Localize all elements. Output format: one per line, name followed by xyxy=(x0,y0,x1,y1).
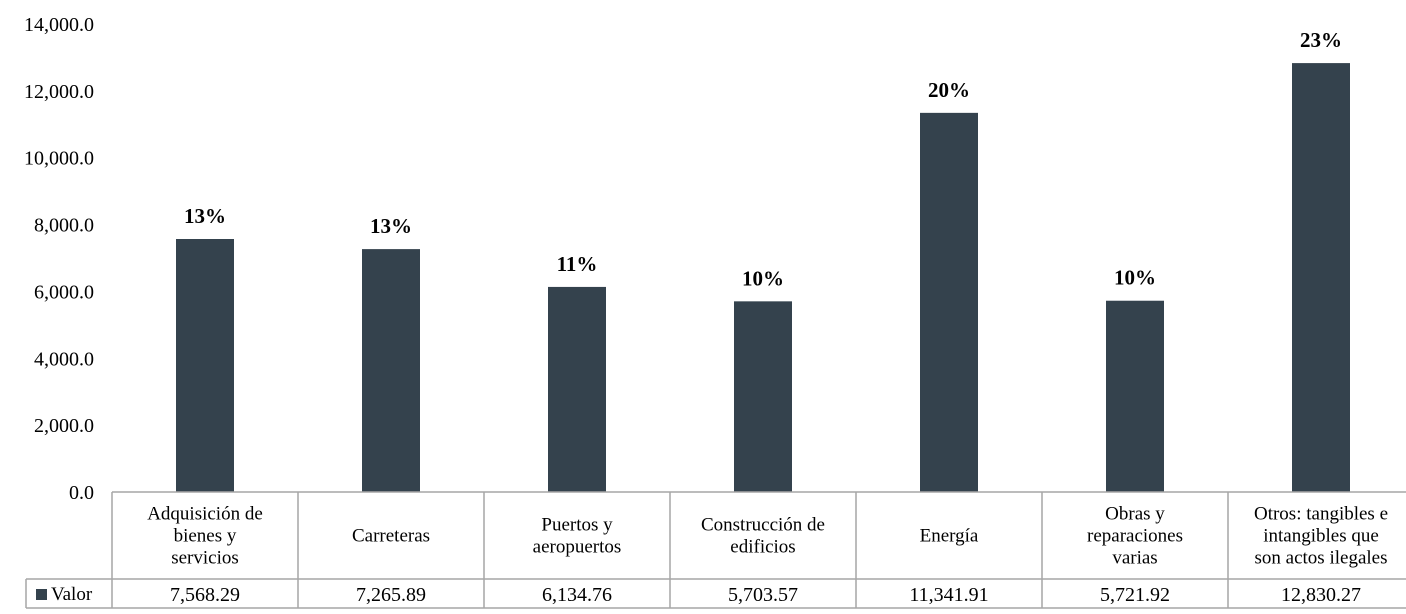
y-tick-label: 6,000.0 xyxy=(34,281,94,303)
category-label: Adquisición de xyxy=(147,504,263,525)
bar-percentage-label: 20% xyxy=(928,78,970,102)
bar xyxy=(176,239,234,492)
table-value-cell: 5,703.57 xyxy=(728,584,798,606)
bar xyxy=(362,249,420,492)
table-value-cell: 7,568.29 xyxy=(170,584,240,606)
category-label: Puertos y xyxy=(541,515,613,536)
bar xyxy=(1292,63,1350,492)
category-label: Otros: tangibles e xyxy=(1254,504,1388,525)
category-label: son actos ilegales xyxy=(1255,548,1388,569)
legend-square-icon xyxy=(36,589,47,600)
table-value-cell: 7,265.89 xyxy=(356,584,426,606)
bar-percentage-label: 13% xyxy=(184,204,226,228)
y-tick-label: 8,000.0 xyxy=(34,215,94,237)
bars xyxy=(176,63,1350,493)
category-label: servicios xyxy=(171,548,239,569)
table-value-cell: 11,341.91 xyxy=(909,584,988,606)
y-axis: 0.0 2,000.0 4,000.0 6,000.0 8,000.0 10,000.0 1… xyxy=(24,14,94,504)
category-label: aeropuertos xyxy=(533,537,622,558)
legend-series-label: Valor xyxy=(51,584,93,605)
bar-percentage-label: 23% xyxy=(1300,28,1342,52)
y-tick-label: 0.0 xyxy=(69,482,94,504)
table-value-cell: 5,721.92 xyxy=(1100,584,1170,606)
y-tick-label: 4,000.0 xyxy=(34,348,94,370)
bar-percentage-label: 13% xyxy=(370,214,412,238)
category-label: bienes y xyxy=(174,526,237,547)
bar-percentage-label: 10% xyxy=(742,266,784,290)
category-label: Obras y xyxy=(1105,504,1165,525)
bar xyxy=(734,301,792,492)
table-value-cell: 6,134.76 xyxy=(542,584,612,606)
category-label: edificios xyxy=(730,537,795,558)
bar xyxy=(548,286,606,492)
y-tick-label: 2,000.0 xyxy=(34,415,94,437)
category-label: Construcción de xyxy=(701,515,825,536)
bar xyxy=(920,112,978,493)
category-label: varias xyxy=(1112,548,1157,569)
bar-percentage-label: 10% xyxy=(1114,266,1156,290)
y-tick-label: 14,000.0 xyxy=(24,14,94,36)
category-label: Carreteras xyxy=(352,526,430,547)
y-tick-label: 12,000.0 xyxy=(24,81,94,103)
y-tick-label: 10,000.0 xyxy=(24,148,94,170)
data-labels: 13% 13% 11% 10% 20% 10% 23% xyxy=(184,28,1342,290)
category-label: reparaciones xyxy=(1087,526,1183,547)
category-label: intangibles que xyxy=(1263,526,1379,547)
table-value-cell: 12,830.27 xyxy=(1281,584,1361,606)
bar-percentage-label: 11% xyxy=(557,252,598,276)
category-label: Energía xyxy=(920,526,979,547)
bar xyxy=(1106,300,1164,492)
